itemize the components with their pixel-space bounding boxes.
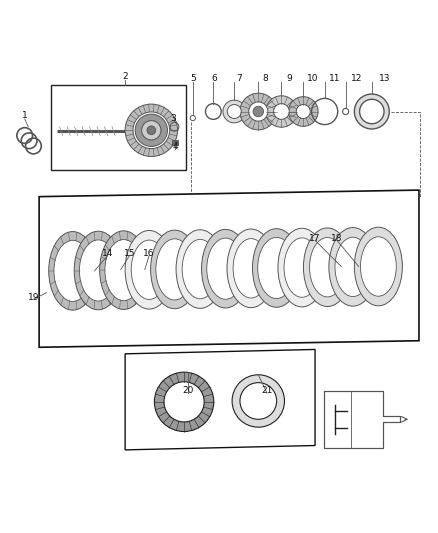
- Ellipse shape: [125, 230, 173, 309]
- Circle shape: [296, 104, 310, 118]
- Text: 1: 1: [22, 111, 28, 120]
- Ellipse shape: [233, 239, 269, 298]
- Polygon shape: [39, 190, 419, 348]
- Ellipse shape: [335, 237, 371, 296]
- Circle shape: [249, 102, 268, 121]
- Text: 6: 6: [212, 74, 218, 83]
- Circle shape: [135, 114, 167, 147]
- Circle shape: [232, 375, 285, 427]
- Circle shape: [223, 100, 246, 123]
- Text: 15: 15: [124, 249, 135, 258]
- Ellipse shape: [284, 238, 320, 297]
- Circle shape: [288, 96, 318, 126]
- Ellipse shape: [201, 229, 250, 308]
- Text: 9: 9: [286, 74, 292, 83]
- Circle shape: [142, 120, 161, 140]
- Text: 18: 18: [331, 233, 343, 243]
- Circle shape: [240, 93, 277, 130]
- Circle shape: [164, 382, 204, 422]
- Text: 12: 12: [351, 74, 362, 83]
- Text: 14: 14: [102, 249, 113, 258]
- Text: 19: 19: [28, 293, 39, 302]
- Ellipse shape: [49, 231, 97, 310]
- Circle shape: [133, 112, 170, 149]
- Ellipse shape: [54, 240, 92, 302]
- Ellipse shape: [258, 237, 295, 298]
- Text: 2: 2: [122, 72, 128, 81]
- Bar: [172, 140, 177, 145]
- Bar: [51, 85, 186, 171]
- Ellipse shape: [74, 231, 122, 310]
- Text: 8: 8: [262, 74, 268, 83]
- Ellipse shape: [310, 238, 345, 297]
- Ellipse shape: [354, 227, 403, 306]
- Ellipse shape: [278, 228, 326, 307]
- Ellipse shape: [131, 240, 167, 300]
- Circle shape: [253, 106, 264, 117]
- Polygon shape: [324, 391, 400, 448]
- Text: 7: 7: [236, 74, 241, 83]
- Text: 4: 4: [173, 142, 178, 151]
- Text: 3: 3: [170, 114, 176, 123]
- Circle shape: [142, 120, 161, 140]
- Ellipse shape: [227, 229, 275, 308]
- Text: 16: 16: [143, 249, 155, 258]
- Ellipse shape: [100, 231, 148, 310]
- Ellipse shape: [182, 239, 218, 298]
- Text: 11: 11: [329, 74, 340, 83]
- Ellipse shape: [105, 239, 142, 301]
- Circle shape: [266, 96, 297, 127]
- Ellipse shape: [252, 229, 300, 307]
- Ellipse shape: [79, 240, 117, 301]
- Text: 20: 20: [183, 386, 194, 395]
- Ellipse shape: [151, 230, 198, 309]
- Circle shape: [147, 126, 155, 135]
- Circle shape: [125, 104, 177, 157]
- Circle shape: [154, 372, 214, 432]
- Circle shape: [360, 99, 384, 124]
- Ellipse shape: [207, 238, 244, 299]
- Text: 5: 5: [190, 74, 196, 83]
- Text: 10: 10: [307, 74, 318, 83]
- Circle shape: [227, 104, 241, 118]
- Ellipse shape: [176, 230, 224, 309]
- Text: 21: 21: [261, 386, 273, 395]
- Ellipse shape: [156, 239, 194, 300]
- Ellipse shape: [329, 228, 377, 306]
- Polygon shape: [125, 350, 315, 450]
- Ellipse shape: [304, 228, 351, 306]
- Text: 17: 17: [309, 233, 321, 243]
- Text: 13: 13: [379, 74, 391, 83]
- Circle shape: [240, 383, 277, 419]
- Ellipse shape: [360, 237, 396, 296]
- Circle shape: [354, 94, 389, 129]
- Circle shape: [274, 103, 289, 119]
